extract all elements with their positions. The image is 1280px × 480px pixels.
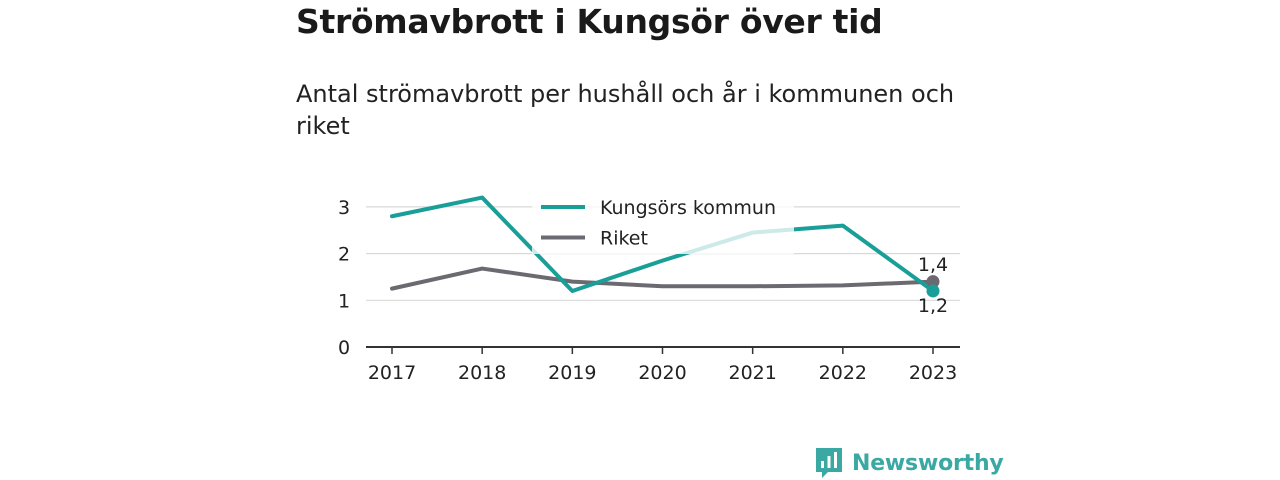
legend-label: Kungsörs kommun [600,197,776,219]
chart-title: Strömavbrott i Kungsör över tid [296,2,883,41]
newsworthy-logo-icon [816,448,842,478]
x-tick-label: 2019 [548,362,596,384]
series-line [390,266,935,291]
legend: Kungsörs kommun Riket [532,190,794,254]
series-lines [390,195,940,298]
y-tick-label: 3 [338,197,350,219]
chart-subtitle: Antal strömavbrott per hushåll och år i … [296,80,955,140]
end-label-kungsor: 1,2 [918,295,948,317]
legend-background [532,190,794,254]
y-tick-label: 2 [338,244,350,266]
x-axis-ticks: 2017 2018 2019 2020 2021 2022 2023 [366,346,960,384]
x-tick-label: 2017 [368,362,416,384]
x-tick-label: 2023 [909,362,957,384]
series-line [390,195,935,293]
x-tick-label: 2018 [458,362,506,384]
y-tick-label: 0 [338,337,350,359]
x-tick-label: 2020 [638,362,686,384]
x-tick-label: 2022 [819,362,867,384]
series-end-point [926,284,940,298]
legend-label: Riket [600,228,648,250]
end-label-riket: 1,4 [918,254,948,276]
end-value-labels: 1,2 1,4 [918,254,948,317]
brand-name: Newsworthy [852,450,1004,476]
series-end-point [926,275,940,289]
y-tick-label: 1 [338,290,350,312]
x-tick-label: 2021 [728,362,776,384]
y-axis-ticks: 0 1 2 3 [338,197,350,359]
newsworthy-logo: Newsworthy [814,446,1004,480]
